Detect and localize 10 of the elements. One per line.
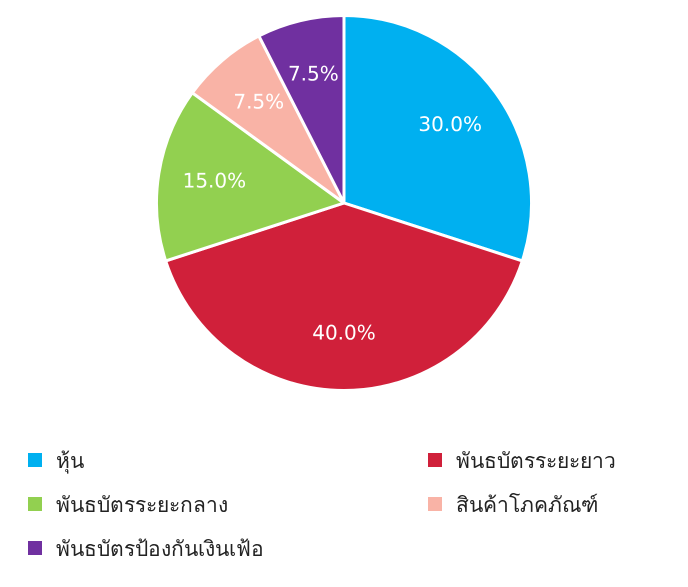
data-label: 40.0% — [312, 320, 376, 344]
legend-label: พันธบัตรป้องกันเงินเฟ้อ — [56, 536, 264, 562]
data-label: 7.5% — [288, 62, 339, 86]
data-label: 30.0% — [418, 112, 482, 136]
data-label: 7.5% — [233, 89, 284, 114]
legend-label: หุ้น — [56, 448, 84, 476]
legend-label: สินค้าโภคภัณฑ์ — [456, 492, 598, 518]
data-label: 15.0% — [182, 168, 246, 193]
legend-label: พันธบัตรระยะยาว — [456, 448, 616, 474]
legend-label: พันธบัตรระยะกลาง — [56, 492, 228, 518]
